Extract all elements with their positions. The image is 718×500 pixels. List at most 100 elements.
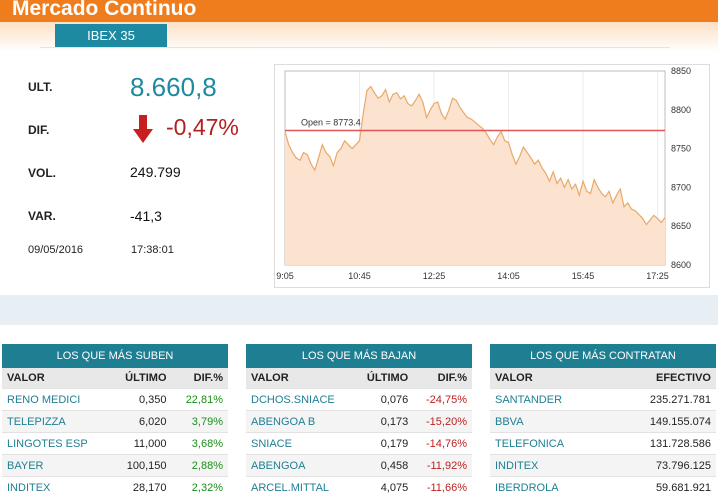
column-header[interactable]: DIF.%	[413, 368, 472, 389]
table-row: RENO MEDICI 0,350 22,81%	[2, 388, 228, 411]
table-row: SNIACE 0,179 -14,76%	[246, 432, 472, 455]
stock-link[interactable]: LINGOTES ESP	[2, 432, 111, 455]
stock-link[interactable]: ARCEL.MITTAL	[246, 476, 355, 498]
tab-divider	[40, 47, 670, 48]
column-header[interactable]: DIF.%	[171, 368, 228, 389]
table-row: SANTANDER 235.271.781	[490, 388, 716, 411]
change-percent: 2,88%	[171, 454, 228, 477]
table-row: DCHOS.SNIACE 0,076 -24,75%	[246, 388, 472, 411]
y-tick-label: 8700	[671, 182, 691, 192]
var-value: -41,3	[130, 208, 162, 224]
table-losers: LOS QUE MÁS BAJAN VALOR ÚLTIMO DIF.% DCH…	[246, 344, 472, 498]
last-price: 28,170	[110, 476, 172, 498]
x-tick-label: 9:05	[276, 271, 294, 281]
stock-link[interactable]: SNIACE	[246, 432, 355, 455]
stock-link[interactable]: BBVA	[490, 410, 609, 433]
table-row: BAYER 100,150 2,88%	[2, 454, 228, 477]
stock-link[interactable]: INDITEX	[490, 454, 609, 477]
last-label: ULT.	[28, 80, 53, 94]
table-title: LOS QUE MÁS SUBEN	[2, 344, 228, 368]
quote-time: 17:38:01	[131, 244, 174, 256]
traded-amount: 73.796.125	[608, 454, 716, 477]
vol-value: 249.799	[130, 164, 181, 180]
table-row: ARCEL.MITTAL 4,075 -11,66%	[246, 476, 472, 498]
y-tick-label: 8600	[671, 260, 691, 270]
table-row: BBVA 149.155.074	[490, 410, 716, 433]
dif-label: DIF.	[28, 123, 50, 137]
x-tick-label: 17:25	[646, 271, 669, 281]
change-percent: -15,20%	[413, 410, 472, 433]
change-percent: 3,68%	[171, 432, 228, 455]
table-title: LOS QUE MÁS CONTRATAN	[490, 344, 716, 368]
table-row: TELEPIZZA 6,020 3,79%	[2, 410, 228, 433]
table-row: TELEFONICA 131.728.586	[490, 432, 716, 455]
separator-band	[0, 295, 718, 325]
column-header[interactable]: VALOR	[490, 368, 609, 389]
stock-link[interactable]: SANTANDER	[490, 388, 609, 411]
table-row: LINGOTES ESP 11,000 3,68%	[2, 432, 228, 455]
table-row: ABENGOA 0,458 -11,92%	[246, 454, 472, 477]
table-row: INDITEX 73.796.125	[490, 454, 716, 477]
stock-link[interactable]: RENO MEDICI	[2, 388, 111, 411]
var-label: VAR.	[28, 209, 56, 223]
x-tick-label: 14:05	[497, 271, 520, 281]
traded-amount: 235.271.781	[608, 388, 716, 411]
traded-amount: 149.155.074	[608, 410, 716, 433]
y-tick-label: 8850	[671, 66, 691, 76]
column-header[interactable]: ÚLTIMO	[354, 368, 414, 389]
last-price: 4,075	[354, 476, 414, 498]
change-percent: -24,75%	[413, 388, 472, 411]
stock-link[interactable]: ABENGOA B	[246, 410, 355, 433]
vol-label: VOL.	[28, 166, 57, 180]
change-percent: -11,92%	[413, 454, 472, 477]
column-header[interactable]: EFECTIVO	[608, 368, 716, 389]
header-bar: Mercado Continuo	[0, 0, 718, 22]
x-tick-label: 12:25	[423, 271, 446, 281]
last-price: 0,350	[110, 388, 172, 411]
last-price: 11,000	[110, 432, 172, 455]
price-line	[284, 85, 666, 226]
last-price: 0,173	[354, 410, 414, 433]
table-most-traded: LOS QUE MÁS CONTRATAN VALOR EFECTIVO SAN…	[490, 344, 716, 498]
last-price: 100,150	[110, 454, 172, 477]
price-area	[285, 86, 665, 265]
last-price: 6,020	[110, 410, 172, 433]
y-tick-label: 8750	[671, 144, 691, 154]
stock-link[interactable]: TELEPIZZA	[2, 410, 111, 433]
arrow-down-icon	[133, 115, 153, 143]
stock-link[interactable]: DCHOS.SNIACE	[246, 388, 355, 411]
stock-link[interactable]: BAYER	[2, 454, 111, 477]
table-row: IBERDROLA 59.681.921	[490, 476, 716, 498]
quote-date: 09/05/2016	[28, 244, 84, 256]
x-tick-label: 15:45	[572, 271, 595, 281]
y-tick-label: 8800	[671, 105, 691, 115]
table-gainers: LOS QUE MÁS SUBEN VALOR ÚLTIMO DIF.% REN…	[2, 344, 228, 498]
x-tick-label: 10:45	[348, 271, 371, 281]
intraday-chart-svg: Open = 8773.4 8850 8800 8750 8700 8650 8600 9:0…	[276, 66, 691, 281]
dif-value: -0,47%	[166, 114, 239, 140]
change-percent: 3,79%	[171, 410, 228, 433]
last-price: 0,076	[354, 388, 414, 411]
page-title: Mercado Continuo	[12, 0, 197, 20]
column-header[interactable]: VALOR	[246, 368, 355, 389]
change-percent: 2,32%	[171, 476, 228, 498]
table-row: ABENGOA B 0,173 -15,20%	[246, 410, 472, 433]
open-label: Open = 8773.4	[301, 117, 361, 127]
column-header[interactable]: VALOR	[2, 368, 111, 389]
stock-link[interactable]: IBERDROLA	[490, 476, 609, 498]
stock-link[interactable]: INDITEX	[2, 476, 111, 498]
change-percent: 22,81%	[171, 388, 228, 411]
change-percent: -11,66%	[413, 476, 472, 498]
tab-ibex35[interactable]: IBEX 35	[55, 24, 167, 47]
table-row: INDITEX 28,170 2,32%	[2, 476, 228, 498]
traded-amount: 59.681.921	[608, 476, 716, 498]
last-price: 0,179	[354, 432, 414, 455]
table-title: LOS QUE MÁS BAJAN	[246, 344, 472, 368]
change-percent: -14,76%	[413, 432, 472, 455]
intraday-chart: Open = 8773.4 8850 8800 8750 8700 8650 8600 9:0…	[274, 64, 710, 288]
last-price: 0,458	[354, 454, 414, 477]
column-header[interactable]: ÚLTIMO	[110, 368, 172, 389]
stock-link[interactable]: TELEFONICA	[490, 432, 609, 455]
traded-amount: 131.728.586	[608, 432, 716, 455]
stock-link[interactable]: ABENGOA	[246, 454, 355, 477]
